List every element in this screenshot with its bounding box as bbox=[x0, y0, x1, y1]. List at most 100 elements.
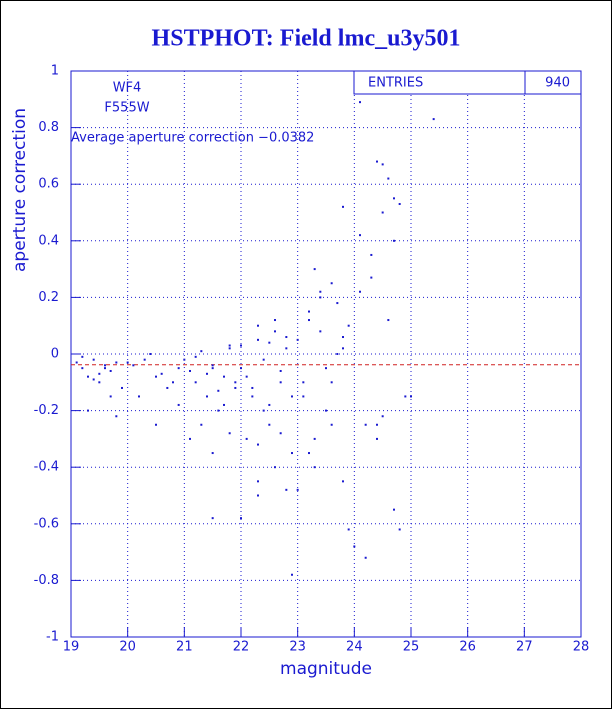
point bbox=[291, 573, 293, 576]
point bbox=[274, 466, 276, 469]
point bbox=[228, 347, 231, 350]
point bbox=[240, 344, 242, 347]
point bbox=[313, 466, 316, 469]
point bbox=[359, 101, 361, 104]
point bbox=[166, 386, 169, 389]
point bbox=[364, 556, 367, 559]
y-tick-label: -0.8 bbox=[34, 573, 59, 588]
point bbox=[336, 302, 339, 305]
x-axis-label: magnitude bbox=[280, 659, 372, 679]
point bbox=[189, 369, 191, 372]
point bbox=[279, 381, 282, 384]
chart-title: HSTPHOT: Field lmc_u3y501 bbox=[152, 26, 461, 52]
point bbox=[234, 381, 237, 384]
point bbox=[330, 423, 333, 426]
point bbox=[211, 452, 214, 455]
point bbox=[291, 395, 293, 398]
point bbox=[257, 338, 259, 341]
y-tick-label: 0.6 bbox=[38, 177, 59, 192]
point bbox=[194, 355, 197, 358]
point bbox=[92, 358, 95, 361]
point bbox=[279, 369, 282, 372]
y-tick-label: -0.4 bbox=[34, 460, 59, 475]
x-tick-label: 21 bbox=[176, 640, 193, 655]
point bbox=[268, 403, 271, 406]
point bbox=[251, 395, 254, 398]
point bbox=[302, 381, 305, 384]
x-tick-label: 23 bbox=[289, 640, 306, 655]
x-tick-label: 19 bbox=[63, 640, 80, 655]
point bbox=[381, 415, 384, 418]
point bbox=[342, 205, 344, 208]
point bbox=[308, 310, 310, 313]
point bbox=[387, 319, 390, 322]
y-tick-label: 0.4 bbox=[38, 233, 59, 248]
point bbox=[251, 386, 254, 389]
point bbox=[257, 324, 259, 327]
point bbox=[319, 290, 322, 293]
point bbox=[240, 517, 242, 520]
point bbox=[132, 364, 135, 367]
point bbox=[370, 253, 373, 256]
point bbox=[325, 367, 327, 370]
point bbox=[347, 528, 350, 531]
point bbox=[359, 234, 361, 237]
point bbox=[319, 330, 322, 333]
point bbox=[87, 375, 89, 378]
point bbox=[296, 338, 299, 341]
point bbox=[98, 372, 101, 375]
point bbox=[177, 367, 180, 370]
point bbox=[325, 409, 327, 412]
point bbox=[155, 375, 157, 378]
point bbox=[404, 395, 407, 398]
y-tick-label: 1 bbox=[51, 64, 59, 79]
y-tick-label: -0.2 bbox=[34, 403, 59, 418]
point bbox=[177, 403, 180, 406]
point bbox=[313, 437, 316, 440]
point bbox=[206, 395, 208, 398]
point bbox=[245, 437, 248, 440]
point bbox=[245, 375, 248, 378]
point bbox=[194, 381, 197, 384]
point bbox=[347, 324, 350, 327]
point bbox=[302, 395, 305, 398]
point bbox=[285, 488, 288, 491]
point bbox=[189, 437, 191, 440]
point bbox=[81, 355, 84, 358]
point bbox=[268, 341, 271, 344]
point bbox=[342, 480, 344, 483]
point bbox=[109, 369, 112, 372]
point bbox=[143, 358, 146, 361]
point bbox=[262, 358, 265, 361]
point bbox=[98, 381, 101, 384]
point bbox=[330, 282, 333, 285]
point bbox=[274, 330, 276, 333]
point bbox=[138, 395, 140, 398]
y-tick-label: 0.2 bbox=[38, 290, 59, 305]
point bbox=[393, 239, 395, 242]
point bbox=[274, 319, 276, 322]
point bbox=[172, 381, 174, 384]
point bbox=[313, 268, 316, 271]
point bbox=[279, 432, 282, 435]
point bbox=[160, 372, 163, 375]
point bbox=[353, 545, 356, 548]
point bbox=[228, 432, 231, 435]
point bbox=[381, 211, 384, 214]
point bbox=[200, 423, 203, 426]
point bbox=[240, 367, 242, 370]
point bbox=[376, 160, 378, 163]
point bbox=[285, 347, 288, 350]
x-tick-label: 24 bbox=[346, 640, 363, 655]
point bbox=[257, 480, 259, 483]
point bbox=[211, 517, 214, 520]
point bbox=[211, 367, 214, 370]
point bbox=[308, 452, 310, 455]
point bbox=[223, 403, 225, 406]
point bbox=[115, 361, 118, 364]
point bbox=[234, 386, 237, 389]
point bbox=[370, 276, 373, 279]
y-tick-label: 0 bbox=[51, 347, 59, 362]
point bbox=[359, 290, 361, 293]
